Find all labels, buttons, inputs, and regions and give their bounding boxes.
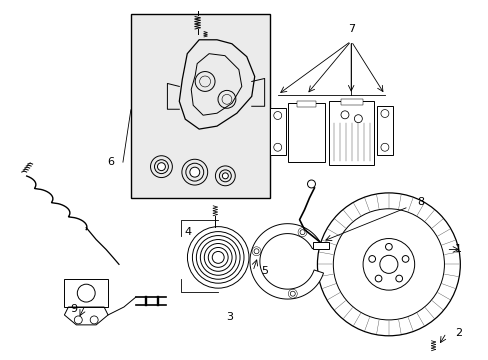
Text: 8: 8: [416, 197, 423, 207]
Circle shape: [90, 316, 98, 324]
Text: 1: 1: [454, 244, 461, 255]
Circle shape: [402, 256, 408, 262]
Circle shape: [307, 180, 315, 188]
Text: 2: 2: [454, 328, 461, 338]
Bar: [131, 14, 269, 198]
Bar: [340, 99, 362, 105]
Circle shape: [368, 256, 375, 262]
Text: 7: 7: [347, 24, 354, 34]
Circle shape: [222, 173, 228, 179]
Polygon shape: [249, 224, 323, 299]
Circle shape: [379, 255, 397, 273]
Circle shape: [157, 163, 165, 171]
Text: 3: 3: [226, 312, 233, 322]
Circle shape: [74, 316, 82, 324]
Circle shape: [395, 275, 402, 282]
Bar: [287, 103, 325, 162]
Bar: [64, 279, 108, 307]
Text: 5: 5: [261, 266, 268, 276]
Bar: [313, 242, 328, 249]
Bar: [376, 105, 392, 155]
Circle shape: [212, 251, 224, 264]
Bar: [328, 100, 373, 165]
Circle shape: [354, 115, 362, 123]
Circle shape: [385, 243, 391, 250]
Text: 4: 4: [184, 226, 192, 237]
Bar: [297, 100, 315, 107]
Circle shape: [300, 230, 305, 235]
Bar: [269, 108, 285, 155]
Text: 9: 9: [70, 304, 77, 314]
Circle shape: [290, 291, 295, 296]
Circle shape: [374, 275, 381, 282]
Text: 6: 6: [107, 157, 114, 167]
Circle shape: [189, 167, 199, 177]
Circle shape: [254, 249, 259, 254]
Circle shape: [340, 111, 348, 119]
